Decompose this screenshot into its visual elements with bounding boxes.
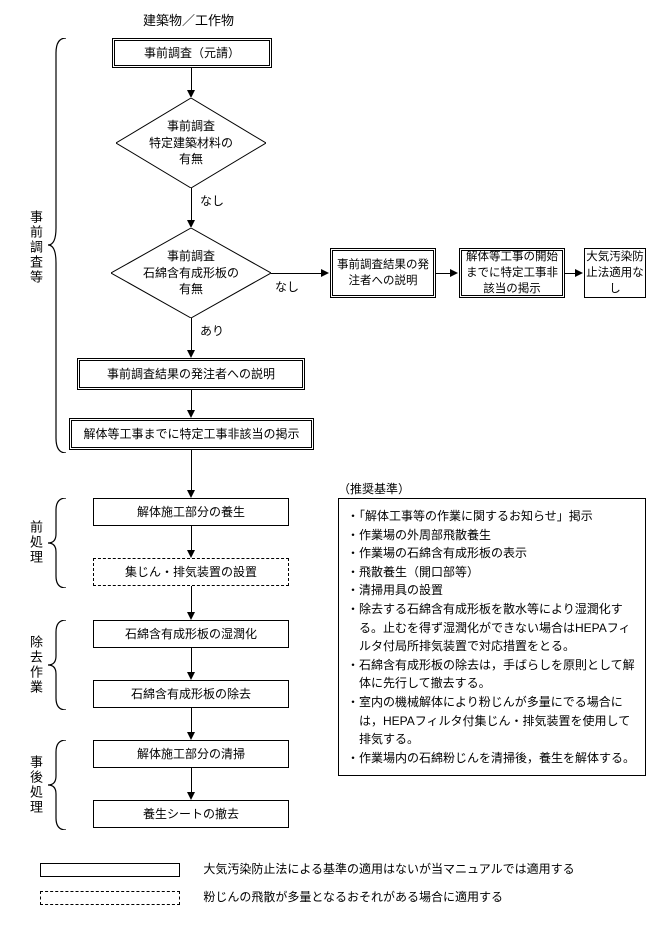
- node-b3-label: 大気汚染防止法適用なし: [585, 249, 645, 297]
- reco-item: ・飛散養生（開口部等）: [347, 563, 637, 582]
- node-n10: 解体施工部分の清掃: [93, 740, 289, 768]
- arrow-b2-b3: [575, 269, 583, 277]
- node-n3: 事前調査石綿含有成形板の有無: [111, 228, 271, 318]
- node-n7-label: 集じん・排気装置の設置: [125, 564, 257, 581]
- node-n5: 解体等工事までに特定工事非該当の掲示: [69, 418, 314, 450]
- edge-n1-n2: [191, 68, 192, 92]
- edge-n10-n11: [191, 768, 192, 794]
- arrow-n3-b1: [321, 269, 329, 277]
- legend-text-2: 粉じんの飛散が多量となるおそれがある場合に適用する: [203, 890, 503, 904]
- node-n6-label: 解体施工部分の養生: [137, 504, 245, 521]
- recommendations-list: ・「解体工事等の作業に関するお知らせ」掲示 ・作業場の外周部飛散養生 ・作業場の…: [347, 507, 637, 767]
- legend-row-1: 大気汚染防止法による基準の適用はないが当マニュアルでは適用する: [40, 860, 575, 877]
- section-label-3: 除去作業: [26, 635, 45, 695]
- node-n11-label: 養生シートの撤去: [143, 806, 239, 823]
- edge-n3-b1: [271, 273, 323, 274]
- node-n10-label: 解体施工部分の清掃: [137, 746, 245, 763]
- node-n11: 養生シートの撤去: [93, 800, 289, 828]
- edge-n6-n7: [191, 526, 192, 552]
- brace-section-1: [48, 38, 68, 453]
- brace-section-2: [48, 498, 68, 588]
- reco-item: ・清掃用具の設置: [347, 581, 637, 600]
- edge-n5-n6: [191, 450, 192, 492]
- node-b1-label: 事前調査結果の発注者への説明: [333, 257, 433, 289]
- node-n8: 石綿含有成形板の湿潤化: [93, 620, 289, 648]
- edge-label-e2: なし: [275, 278, 299, 295]
- node-n8-label: 石綿含有成形板の湿潤化: [125, 626, 257, 643]
- arrow-n9-n10: [187, 732, 195, 740]
- reco-item: ・作業場の外周部飛散養生: [347, 526, 637, 545]
- arrow-n10-n11: [187, 792, 195, 800]
- arrow-n2-n3: [187, 220, 195, 228]
- node-n9-label: 石綿含有成形板の除去: [131, 686, 251, 703]
- page-title: 建築物／工作物: [143, 10, 234, 29]
- node-n1-label: 事前調査（元請）: [144, 45, 240, 62]
- edge-n7-n8: [191, 586, 192, 614]
- section-label-4: 事後処理: [26, 755, 45, 815]
- node-n3-label: 事前調査石綿含有成形板の有無: [111, 228, 271, 318]
- reco-item: ・室内の機械解体により粉じんが多量にでる場合には，HEPAフィルタ付集じん・排気…: [347, 693, 637, 749]
- node-n5-label: 解体等工事までに特定工事非該当の掲示: [83, 426, 299, 443]
- node-b3: 大気汚染防止法適用なし: [584, 248, 646, 298]
- node-n4: 事前調査結果の発注者への説明: [77, 358, 305, 390]
- arrow-b1-b2: [450, 269, 458, 277]
- edge-label-e3: あり: [200, 322, 224, 339]
- arrow-n6-n7: [187, 550, 195, 558]
- legend-text-1: 大気汚染防止法による基準の適用はないが当マニュアルでは適用する: [203, 862, 574, 876]
- arrow-n4-n5: [187, 410, 195, 418]
- arrow-n1-n2: [187, 90, 195, 98]
- legend-row-2: 粉じんの飛散が多量となるおそれがある場合に適用する: [40, 888, 503, 905]
- node-b1: 事前調査結果の発注者への説明: [330, 248, 436, 298]
- node-n1: 事前調査（元請）: [112, 38, 272, 68]
- legend-swatch-solid: [40, 863, 180, 877]
- reco-item: ・作業場内の石綿粉じんを清掃後，養生を解体する。: [347, 749, 637, 768]
- brace-section-3: [48, 620, 68, 710]
- legend-swatch-dashed: [40, 891, 180, 905]
- node-n9: 石綿含有成形板の除去: [93, 680, 289, 708]
- node-n7: 集じん・排気装置の設置: [93, 558, 289, 586]
- reco-item: ・除去する石綿含有成形板を散水等により湿潤化する。止むを得ず湿潤化ができない場合…: [347, 600, 637, 656]
- recommendations-box: ・「解体工事等の作業に関するお知らせ」掲示 ・作業場の外周部飛散養生 ・作業場の…: [338, 498, 646, 776]
- node-n2-label: 事前調査特定建築材料の有無: [116, 98, 266, 188]
- brace-section-4: [48, 740, 68, 830]
- node-n6: 解体施工部分の養生: [93, 498, 289, 526]
- flowchart-canvas: 建築物／工作物 事前調査等 前処理 除去作業 事後処理 事前調査（元請） 事前調…: [10, 20, 651, 920]
- edge-n9-n10: [191, 708, 192, 734]
- node-n2: 事前調査特定建築材料の有無: [116, 98, 266, 188]
- reco-item: ・石綿含有成形板の除去は，手ばらしを原則として解体に先行して撤去する。: [347, 656, 637, 693]
- section-label-2: 前処理: [26, 520, 45, 565]
- arrow-n5-n6: [187, 490, 195, 498]
- reco-item: ・作業場の石綿含有成形板の表示: [347, 544, 637, 563]
- arrow-n7-n8: [187, 612, 195, 620]
- arrow-n8-n9: [187, 672, 195, 680]
- edge-n2-n3: [191, 188, 192, 222]
- node-n4-label: 事前調査結果の発注者への説明: [107, 366, 275, 383]
- edge-n4-n5: [191, 390, 192, 412]
- node-b2: 解体等工事の開始までに特定工事非該当の掲示: [459, 248, 565, 298]
- arrow-n3-n4: [187, 350, 195, 358]
- section-label-1: 事前調査等: [26, 210, 45, 285]
- edge-n8-n9: [191, 648, 192, 674]
- reco-item: ・「解体工事等の作業に関するお知らせ」掲示: [347, 507, 637, 526]
- edge-n3-n4: [191, 318, 192, 352]
- recommendations-title: （推奨基準）: [338, 480, 410, 497]
- edge-label-e1: なし: [200, 192, 224, 209]
- node-b2-label: 解体等工事の開始までに特定工事非該当の掲示: [462, 249, 562, 297]
